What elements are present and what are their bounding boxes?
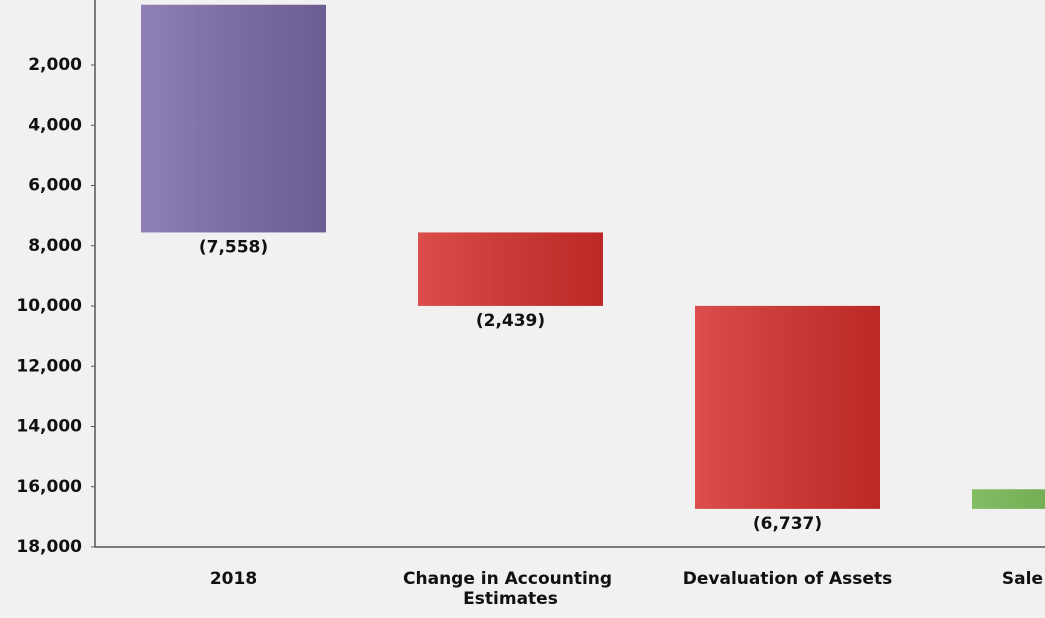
x-tick-label: Sale [1002, 569, 1043, 589]
y-tick-label: 4,000 [28, 115, 82, 135]
y-tick-label: 12,000 [16, 356, 82, 376]
data-label: (6,737) [753, 514, 822, 534]
bar-sheen [695, 305, 880, 509]
x-tick-label: Devaluation of Assets [683, 569, 892, 589]
y-tick-label: 14,000 [16, 417, 82, 437]
y-tick-label: 18,000 [16, 537, 82, 557]
y-tick-label: 2,000 [28, 55, 82, 75]
y-tick-label: 16,000 [16, 477, 82, 497]
data-label: (7,558) [199, 237, 268, 257]
data-label: (2,439) [476, 311, 545, 331]
bar-sheen [418, 232, 603, 306]
x-tick-label: Change in Accounting Estimates [403, 569, 618, 609]
y-tick-label: 6,000 [28, 176, 82, 196]
x-tick-label: 2018 [210, 569, 257, 589]
bar-sheen [972, 489, 1045, 509]
bar-sheen [141, 4, 326, 233]
y-tick-label: 10,000 [16, 296, 82, 316]
y-tick-label: 8,000 [28, 236, 82, 256]
